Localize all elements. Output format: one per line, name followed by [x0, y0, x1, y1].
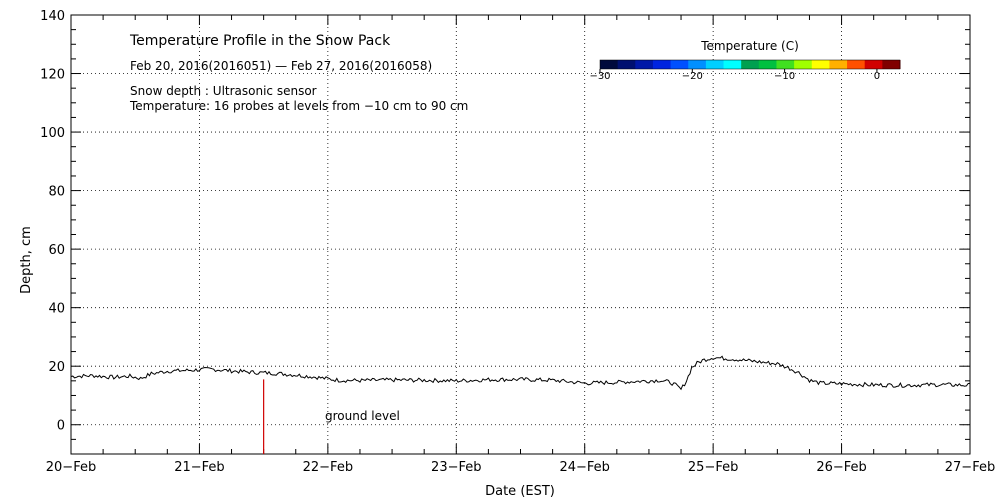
chart-title-block: Temperature Profile in the Snow Pack Feb…	[129, 33, 468, 113]
colorbar-tick-labels: −30 −20 −10 0	[589, 69, 880, 82]
series-layer	[70, 355, 971, 391]
colorbar-cell	[600, 60, 619, 69]
colorbar-tick-label: −30	[589, 71, 610, 82]
y-tick-label: 60	[48, 243, 65, 258]
chart-note-1: Snow depth : Ultrasonic sensor	[130, 84, 317, 98]
colorbar-title: Temperature (C)	[700, 39, 799, 53]
colorbar-cells	[599, 59, 901, 70]
y-tick-label: 40	[48, 302, 65, 317]
x-tick-label: 24−Feb	[559, 460, 609, 475]
chart-subtitle: Feb 20, 2016(2016051) — Feb 27, 2016(201…	[130, 59, 432, 73]
colorbar-cell	[847, 60, 866, 69]
x-tick-label: 20−Feb	[46, 460, 96, 475]
colorbar-cell	[741, 60, 760, 69]
colorbar-cell	[705, 60, 725, 69]
x-tick-label: 21−Feb	[174, 460, 224, 475]
x-tick-label: 27−Feb	[945, 460, 995, 475]
colorbar-cell	[794, 60, 813, 69]
colorbar-cell	[811, 60, 830, 69]
plot-frame	[70, 14, 971, 455]
chart-note-2: Temperature: 16 probes at levels from −1…	[129, 99, 468, 113]
x-tick-label: 26−Feb	[816, 460, 866, 475]
x-tick-label: 22−Feb	[303, 460, 353, 475]
x-axis-label: Date (EST)	[485, 484, 555, 499]
y-tick-label: 0	[57, 419, 65, 434]
y-tick-label: 100	[40, 126, 65, 141]
colorbar-cell	[758, 60, 777, 69]
y-tick-label: 20	[48, 360, 65, 375]
colorbar-cell	[776, 60, 795, 69]
colorbar: Temperature (C) −30 −20 −10 0	[589, 39, 901, 82]
colorbar-cell	[688, 60, 707, 69]
colorbar-cell	[882, 60, 901, 69]
y-tick-label: 120	[40, 68, 65, 83]
colorbar-cell	[670, 60, 689, 69]
snow-depth-line	[70, 355, 971, 391]
colorbar-cell	[652, 60, 672, 69]
colorbar-cell	[829, 60, 848, 69]
y-tick-label: 140	[40, 9, 65, 24]
y-axis-label: Depth, cm	[19, 226, 34, 294]
colorbar-tick-label: 0	[874, 71, 880, 82]
colorbar-cell	[723, 60, 742, 69]
colorbar-cell	[635, 60, 654, 69]
y-tick-label: 80	[48, 185, 65, 200]
x-tick-labels: 20−Feb 21−Feb 22−Feb 23−Feb 24−Feb 25−Feb 26−F…	[46, 460, 995, 475]
colorbar-cell	[864, 60, 883, 69]
colorbar-outline	[599, 59, 901, 70]
x-tick-label: 23−Feb	[431, 460, 481, 475]
chart-title: Temperature Profile in the Snow Pack	[129, 33, 391, 49]
colorbar-tick-label: −10	[774, 71, 795, 82]
y-tick-labels: 0 20 40 60 80 100 120 140	[40, 9, 65, 434]
axis-ticks	[70, 14, 971, 455]
ground-level-annotation: ground level	[325, 409, 400, 423]
x-tick-label: 25−Feb	[688, 460, 738, 475]
colorbar-tick-label: −20	[682, 71, 703, 82]
grid-lines	[71, 15, 970, 454]
colorbar-cell	[617, 60, 636, 69]
